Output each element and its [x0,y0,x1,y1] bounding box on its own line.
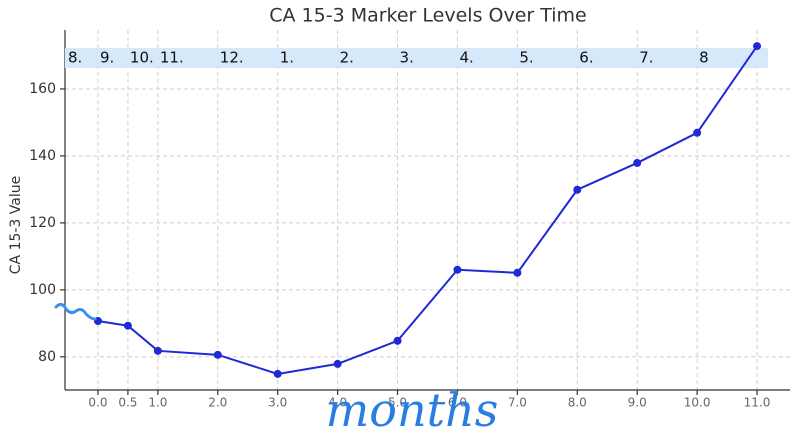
point [753,42,762,51]
chart-title: CA 15-3 Marker Levels Over Time [269,5,587,27]
point [693,128,702,137]
x-tick-label: 3.0 [268,396,287,410]
point [393,336,402,345]
line [97,45,758,375]
scribble [54,302,97,321]
month-label: 4. [459,49,473,67]
month-label: 10. [130,49,154,67]
y-tick-label: 120 [29,215,56,231]
point [123,321,132,330]
point [453,265,462,274]
handwritten-annotation: months [326,383,499,437]
month-label: 9. [100,49,114,67]
x-tick-label: 0.0 [88,396,107,410]
point [213,350,222,359]
month-label: 3. [400,49,414,67]
y-tick-label: 140 [29,148,56,164]
month-label: 12. [220,49,244,67]
x-tick-label: 7.0 [508,396,527,410]
point [573,185,582,194]
point [273,369,282,378]
point [153,346,162,355]
x-tick-label: 11.0 [744,396,771,410]
x-tick-label: 1.0 [148,396,167,410]
month-label: 6. [579,49,593,67]
month-label: 8. [68,49,82,67]
x-tick-label: 0.5 [118,396,137,410]
x-tick-label: 4.0 [328,396,347,410]
month-label: 8 [699,49,709,67]
y-tick-label: 100 [29,282,56,298]
point [333,359,342,368]
x-tick-label: 2.0 [208,396,227,410]
x-tick-label: 10.0 [684,396,711,410]
month-label: 1. [280,49,294,67]
plot-area: 80 100 120 140 160 0.0 0.5 1.0 2.0 3.0 4.0 5.0 6.0 7.… [29,30,790,410]
y-axis-label: CA 15-3 Value [8,176,24,274]
point [513,268,522,277]
month-band [65,48,768,68]
x-tick-label: 8.0 [568,396,587,410]
y-tick-label: 160 [29,81,56,97]
month-label: 5. [519,49,533,67]
x-tick-label: 9.0 [628,396,647,410]
month-label: 11. [160,49,184,67]
x-tick-label: 5.0 [388,396,407,410]
y-tick-label: 80 [38,349,56,365]
x-tick-label: 6.0 [448,396,467,410]
month-label: 7. [639,49,653,67]
point [633,158,642,167]
month-label: 2. [340,49,354,67]
